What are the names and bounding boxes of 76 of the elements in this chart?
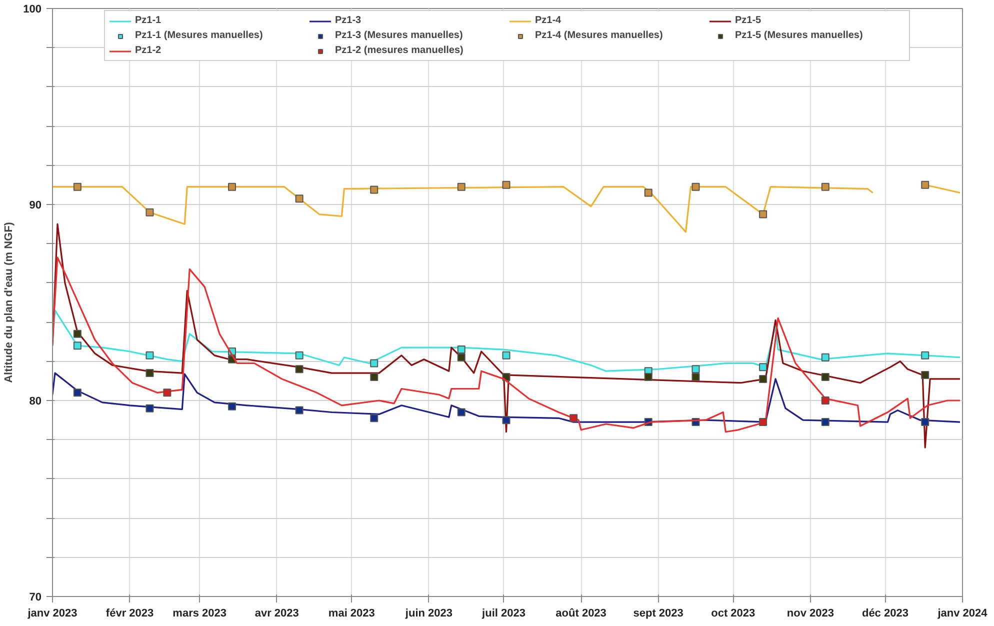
x-tick-label: juin 2023	[404, 608, 453, 620]
point	[295, 194, 304, 203]
point	[570, 414, 578, 422]
x-tick-label: janv 2024	[936, 608, 988, 620]
x-tick-label: juil 2023	[481, 608, 526, 620]
point	[921, 418, 930, 426]
x-tick-label: déc 2023	[862, 608, 908, 620]
line-series	[52, 310, 961, 372]
x-tick-label: févr 2023	[106, 608, 154, 620]
x-tick-label: oct 2023	[711, 608, 756, 620]
y-tick-label: 90	[29, 200, 42, 212]
point	[228, 402, 236, 410]
point	[692, 182, 700, 191]
y-tick-label: 80	[29, 396, 42, 408]
point	[370, 359, 378, 368]
point	[921, 180, 930, 189]
point	[295, 351, 304, 360]
line-series	[52, 223, 961, 448]
point	[370, 414, 378, 422]
legend-label: Pz1-3	[335, 15, 362, 26]
legend-label: Pz1-2 (mesures manuelles)	[335, 45, 464, 56]
legend-label: Pz1-2	[135, 45, 162, 56]
point	[295, 365, 304, 374]
point	[821, 353, 830, 362]
legend-label: Pz1-5 (Mesures manuelles)	[735, 30, 864, 41]
point	[759, 374, 768, 383]
point	[502, 351, 510, 360]
x-tick-label: mai 2023	[328, 608, 375, 620]
legend-label: Pz1-1 (Mesures manuelles)	[135, 30, 264, 41]
point	[370, 372, 378, 381]
point	[146, 351, 154, 360]
x-tick-label: avr 2023	[254, 608, 299, 620]
line-series	[52, 256, 961, 433]
legend-label: Pz1-3 (Mesures manuelles)	[335, 30, 464, 41]
legend-label: Pz1-5	[735, 15, 762, 26]
y-axis-title: Altitude du plan d'eau (m NGF)	[3, 222, 16, 383]
point	[644, 372, 652, 381]
point	[821, 396, 830, 404]
point	[759, 363, 768, 372]
point	[73, 182, 82, 191]
point	[821, 372, 830, 381]
point	[73, 342, 82, 350]
point	[692, 365, 700, 374]
y-tick-label: 70	[29, 592, 42, 604]
point	[146, 369, 154, 378]
x-tick-label: août 2023	[556, 608, 606, 620]
point	[692, 372, 700, 381]
point	[73, 388, 82, 397]
point	[295, 406, 304, 414]
point	[644, 188, 652, 197]
legend-label: Pz1-4	[535, 15, 562, 26]
point	[146, 404, 154, 412]
point	[163, 388, 172, 397]
point	[457, 353, 466, 362]
point	[146, 208, 154, 216]
point	[370, 186, 378, 194]
point	[502, 416, 510, 424]
point	[921, 351, 930, 360]
x-tick-label: janv 2023	[26, 608, 78, 620]
legend-label: Pz1-1	[135, 15, 162, 26]
x-tick-label: mars 2023	[172, 608, 227, 620]
point	[502, 180, 510, 189]
point	[759, 210, 768, 218]
point	[921, 371, 930, 380]
point	[759, 418, 768, 426]
x-tick-label: nov 2023	[786, 608, 834, 620]
point	[457, 408, 466, 416]
legend-label: Pz1-4 (Mesures manuelles)	[535, 30, 664, 41]
point	[457, 182, 466, 191]
point	[457, 346, 466, 354]
point	[821, 182, 830, 191]
x-tick-label: sept 2023	[633, 608, 684, 620]
point	[73, 330, 82, 338]
point	[821, 418, 830, 426]
y-tick-label: 100	[23, 4, 42, 16]
point	[228, 182, 236, 191]
